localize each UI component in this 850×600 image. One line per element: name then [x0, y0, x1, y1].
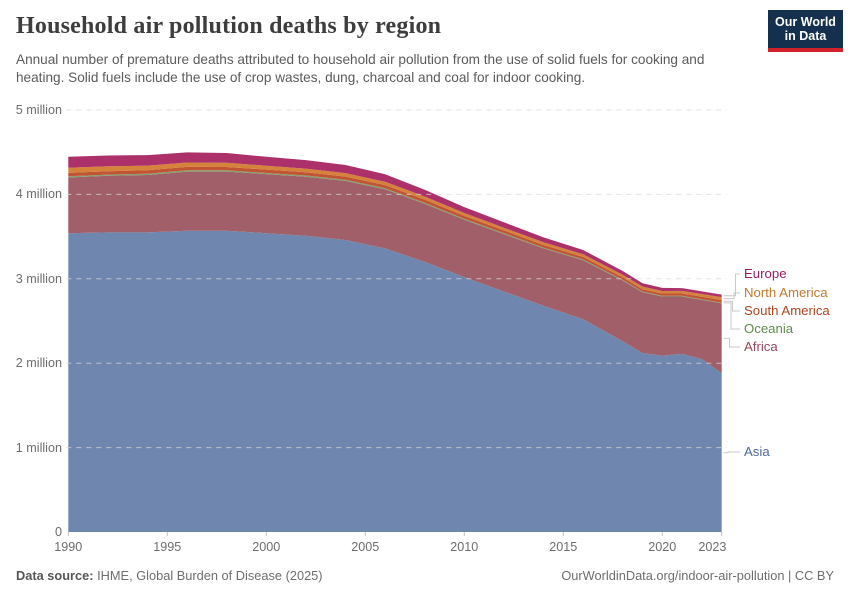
- owid-logo: Our World in Data: [768, 10, 843, 52]
- chart-gridlines: [66, 109, 727, 449]
- legend-label-oceania[interactable]: Oceania: [744, 321, 794, 336]
- credit-link[interactable]: OurWorldinData.org/indoor-air-pollution …: [561, 568, 834, 583]
- legend-label-south-america[interactable]: South America: [744, 303, 830, 318]
- legend-connector-europe: [723, 273, 740, 297]
- legend-connector-south-america: [723, 300, 740, 312]
- legend-label-asia[interactable]: Asia: [744, 444, 770, 459]
- y-axis-label-4-million: 4 million: [15, 187, 62, 202]
- chart-subtitle: Annual number of premature deaths attrib…: [16, 52, 705, 85]
- legend-connector-oceania: [723, 302, 740, 330]
- x-axis-label-1995: 1995: [153, 540, 182, 554]
- axis-ticks: [67, 532, 723, 536]
- chart-areas[interactable]: [68, 152, 722, 532]
- legend-label-europe[interactable]: Europe: [744, 266, 787, 281]
- x-axis-label-2010: 2010: [450, 540, 479, 554]
- owid-logo-line1: Our World: [775, 15, 836, 29]
- page-title: Household air pollution deaths by region: [16, 13, 442, 39]
- x-axis-label-1990: 1990: [54, 540, 83, 554]
- y-axis-label-1-million: 1 million: [15, 440, 62, 455]
- x-axis-label-2020: 2020: [648, 540, 677, 554]
- legend-connector-africa: [723, 337, 740, 348]
- x-axis-label-2023: 2023: [698, 540, 727, 554]
- area-africa[interactable]: [68, 171, 722, 374]
- owid-logo-line2: in Data: [784, 29, 827, 43]
- legend-label-africa[interactable]: Africa: [744, 339, 778, 354]
- y-axis-label-0: 0: [54, 525, 62, 539]
- data-source-label: Data source:: [16, 568, 94, 583]
- data-source-note: Data source: IHME, Global Burden of Dise…: [16, 568, 323, 583]
- x-axis-label-2000: 2000: [252, 540, 281, 554]
- area-asia[interactable]: [68, 230, 722, 532]
- area-europe[interactable]: [68, 152, 722, 298]
- x-axis-label-2005: 2005: [351, 540, 380, 554]
- legend-label-north-america[interactable]: North America: [744, 285, 828, 300]
- data-source-text: IHME, Global Burden of Disease (2025): [93, 568, 323, 583]
- legend-connector-lines: [723, 273, 740, 454]
- legend-connector-asia: [723, 451, 740, 454]
- y-axis-label-5-million: 5 million: [15, 103, 62, 117]
- y-axis-label-3-million: 3 million: [15, 271, 62, 286]
- y-axis-label-2-million: 2 million: [15, 356, 62, 371]
- x-axis-label-2015: 2015: [549, 540, 578, 554]
